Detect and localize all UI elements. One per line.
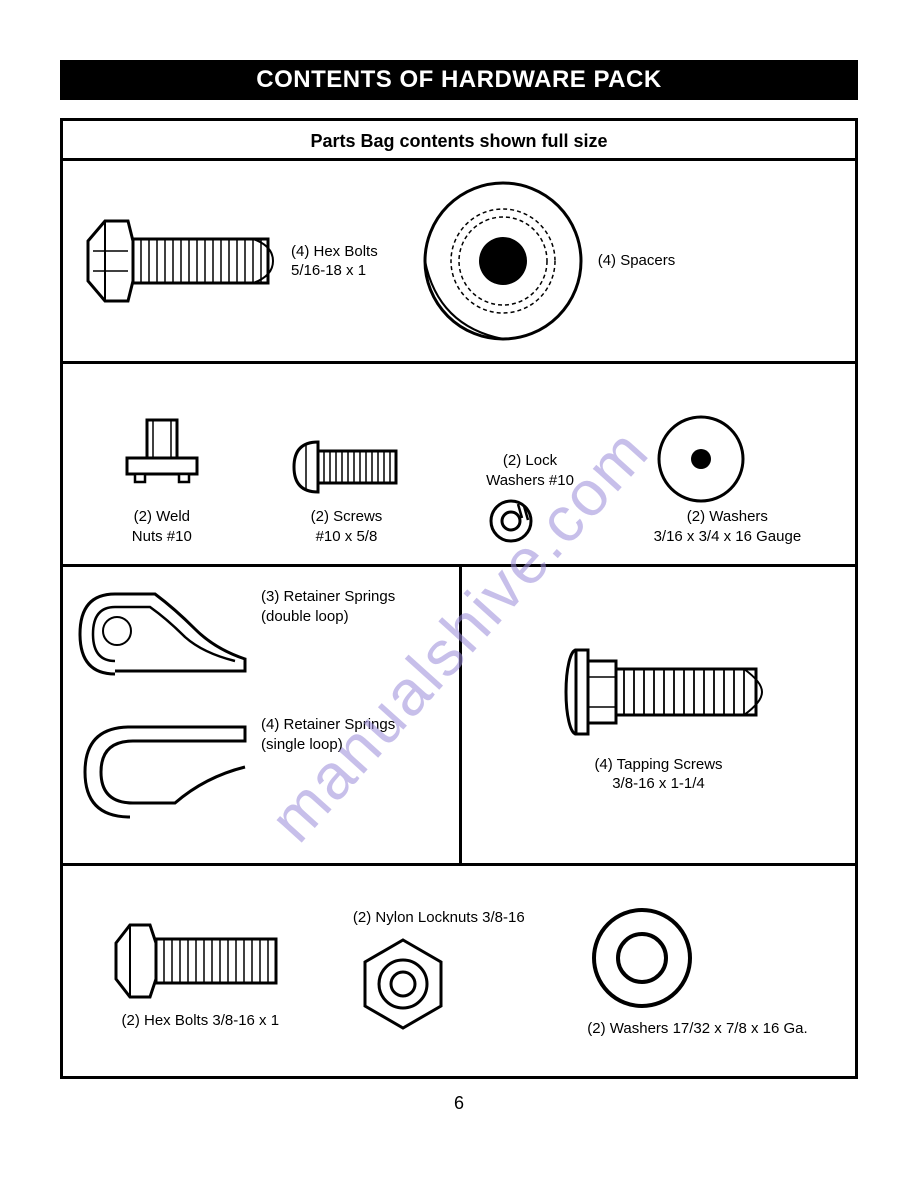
hex-bolt-2-icon (110, 911, 290, 1011)
screw-label: (2) Screws #10 x 5/8 (286, 507, 406, 546)
row-2: (2) Weld Nuts #10 (63, 361, 855, 564)
retainer-single-icon (75, 707, 255, 827)
retainer-double-label: (3) Retainer Springs (double loop) (261, 587, 395, 626)
hex-bolt-2-group: (2) Hex Bolts 3/8-16 x 1 (110, 911, 290, 1031)
washer-large-label: (2) Washers 17/32 x 7/8 x 16 Ga. (587, 1019, 807, 1039)
hex-bolt-label: (4) Hex Bolts 5/16-18 x 1 (291, 242, 378, 281)
page: CONTENTS OF HARDWARE PACK Parts Bag cont… (0, 0, 918, 1154)
tapping-screw-icon (544, 637, 774, 747)
washer-small-icon (654, 412, 749, 507)
hex-bolt-icon (83, 206, 283, 316)
screw-icon (286, 427, 406, 507)
page-number: 6 (60, 1093, 858, 1114)
lock-washer-icon (486, 496, 536, 546)
tapping-screw-label: (4) Tapping Screws 3/8-16 x 1-1/4 (594, 755, 722, 794)
spacer-group: (4) Spacers (418, 176, 676, 346)
subtitle: Parts Bag contents shown full size (63, 121, 855, 158)
page-title: CONTENTS OF HARDWARE PACK (256, 66, 661, 93)
spacer-icon (418, 176, 588, 346)
retainer-single-label: (4) Retainer Springs (single loop) (261, 715, 395, 754)
lock-washer-label: (2) Lock Washers #10 (486, 451, 574, 490)
nylon-locknut-label: (2) Nylon Locknuts 3/8-16 (353, 908, 525, 928)
retainer-single-group: (4) Retainer Springs (single loop) (75, 707, 447, 827)
retainer-double-group: (3) Retainer Springs (double loop) (75, 579, 447, 689)
nylon-locknut-icon (353, 934, 453, 1034)
washer-small-group: (2) Washers 3/16 x 3/4 x 16 Gauge (654, 412, 802, 546)
hex-bolt-group: (4) Hex Bolts 5/16-18 x 1 (83, 206, 378, 316)
row-4: (2) Hex Bolts 3/8-16 x 1 (2) Nylon Lockn… (63, 863, 855, 1076)
row-3: (3) Retainer Springs (double loop) (4) R… (63, 564, 855, 863)
washer-small-label: (2) Washers 3/16 x 3/4 x 16 Gauge (654, 507, 802, 546)
title-bar: CONTENTS OF HARDWARE PACK (60, 60, 858, 100)
screw-group: (2) Screws #10 x 5/8 (286, 427, 406, 546)
weld-nut-icon (117, 412, 207, 507)
retainer-double-icon (75, 579, 255, 689)
lock-washer-group: (2) Lock Washers #10 (486, 451, 574, 546)
hex-bolt-2-label: (2) Hex Bolts 3/8-16 x 1 (110, 1011, 290, 1031)
spacer-label: (4) Spacers (598, 251, 676, 271)
row-1: (4) Hex Bolts 5/16-18 x 1 (4) Spacers (63, 158, 855, 361)
weld-nut-group: (2) Weld Nuts #10 (117, 412, 207, 546)
washer-large-group: (2) Washers 17/32 x 7/8 x 16 Ga. (587, 903, 807, 1039)
nylon-locknut-group: (2) Nylon Locknuts 3/8-16 (353, 908, 525, 1034)
weld-nut-label: (2) Weld Nuts #10 (117, 507, 207, 546)
washer-large-icon (587, 903, 697, 1013)
content-box: Parts Bag contents shown full size (60, 118, 858, 1079)
